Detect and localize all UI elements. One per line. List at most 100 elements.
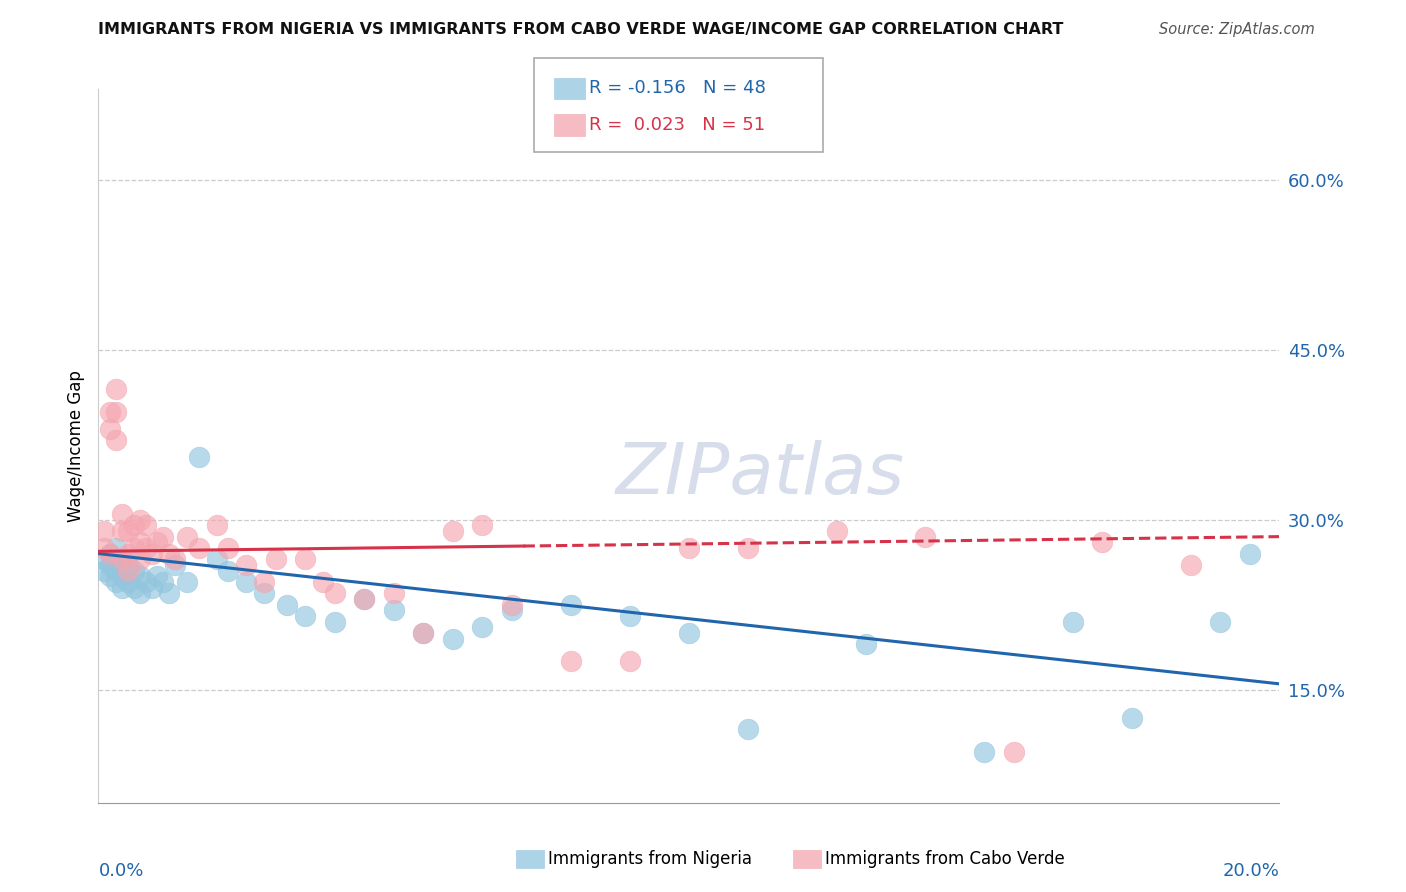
- Point: [105, 383, 128, 397]
- Point: [98, 558, 121, 572]
- Point: [1062, 615, 1084, 629]
- Point: [312, 574, 335, 589]
- Point: [205, 518, 228, 533]
- Point: [1091, 535, 1114, 549]
- Point: [412, 626, 434, 640]
- Point: [141, 547, 163, 561]
- Point: [117, 547, 139, 561]
- Point: [128, 586, 150, 600]
- Point: [157, 586, 180, 600]
- Point: [105, 434, 128, 448]
- Point: [1239, 547, 1261, 561]
- Point: [122, 541, 145, 555]
- Point: [382, 603, 405, 617]
- Point: [111, 569, 134, 583]
- Point: [1121, 711, 1143, 725]
- Point: [1209, 615, 1232, 629]
- Point: [294, 552, 316, 566]
- Point: [98, 569, 121, 583]
- Point: [111, 552, 134, 566]
- Point: [855, 637, 877, 651]
- Point: [117, 564, 139, 578]
- Point: [111, 507, 134, 521]
- Point: [217, 541, 239, 555]
- Point: [105, 541, 128, 555]
- Point: [117, 574, 139, 589]
- Text: Immigrants from Cabo Verde: Immigrants from Cabo Verde: [825, 850, 1066, 868]
- Text: ZIPatlas: ZIPatlas: [616, 440, 904, 509]
- Point: [105, 574, 128, 589]
- Point: [128, 569, 150, 583]
- Point: [187, 541, 209, 555]
- Point: [187, 450, 209, 465]
- Point: [412, 626, 434, 640]
- Point: [560, 598, 582, 612]
- Text: R = -0.156   N = 48: R = -0.156 N = 48: [589, 79, 766, 97]
- Point: [117, 524, 139, 538]
- Point: [353, 591, 375, 606]
- Point: [122, 518, 145, 533]
- Point: [98, 405, 121, 419]
- Point: [825, 524, 848, 538]
- Point: [619, 608, 641, 623]
- Point: [157, 547, 180, 561]
- Point: [93, 524, 115, 538]
- Point: [276, 598, 298, 612]
- Point: [441, 632, 464, 646]
- Point: [152, 530, 174, 544]
- Point: [176, 574, 198, 589]
- Point: [98, 422, 121, 436]
- Text: 20.0%: 20.0%: [1223, 862, 1279, 880]
- Point: [501, 598, 523, 612]
- Point: [217, 564, 239, 578]
- Point: [323, 586, 346, 600]
- Point: [678, 626, 700, 640]
- Point: [93, 564, 115, 578]
- Point: [122, 564, 145, 578]
- Point: [146, 569, 169, 583]
- Point: [1002, 745, 1025, 759]
- Point: [146, 535, 169, 549]
- Point: [253, 574, 276, 589]
- Point: [141, 581, 163, 595]
- Point: [128, 552, 150, 566]
- Point: [111, 552, 134, 566]
- Point: [135, 574, 157, 589]
- Point: [105, 564, 128, 578]
- Point: [93, 552, 115, 566]
- Point: [678, 541, 700, 555]
- Point: [205, 552, 228, 566]
- Point: [122, 581, 145, 595]
- Point: [619, 654, 641, 668]
- Point: [973, 745, 995, 759]
- Point: [111, 581, 134, 595]
- Point: [737, 541, 759, 555]
- Point: [737, 722, 759, 736]
- Point: [93, 541, 115, 555]
- Point: [176, 530, 198, 544]
- Point: [253, 586, 276, 600]
- Point: [135, 541, 157, 555]
- Point: [353, 591, 375, 606]
- Text: Source: ZipAtlas.com: Source: ZipAtlas.com: [1159, 22, 1315, 37]
- Text: R =  0.023   N = 51: R = 0.023 N = 51: [589, 116, 765, 134]
- Point: [128, 535, 150, 549]
- Text: 0.0%: 0.0%: [98, 862, 143, 880]
- Point: [165, 552, 187, 566]
- Point: [128, 513, 150, 527]
- Point: [294, 608, 316, 623]
- Point: [560, 654, 582, 668]
- Point: [264, 552, 287, 566]
- Point: [914, 530, 936, 544]
- Point: [382, 586, 405, 600]
- Point: [1180, 558, 1202, 572]
- Point: [471, 620, 494, 634]
- Point: [135, 518, 157, 533]
- Point: [111, 524, 134, 538]
- Point: [501, 603, 523, 617]
- Point: [98, 547, 121, 561]
- Text: IMMIGRANTS FROM NIGERIA VS IMMIGRANTS FROM CABO VERDE WAGE/INCOME GAP CORRELATIO: IMMIGRANTS FROM NIGERIA VS IMMIGRANTS FR…: [98, 22, 1064, 37]
- Point: [471, 518, 494, 533]
- Point: [235, 558, 257, 572]
- Y-axis label: Wage/Income Gap: Wage/Income Gap: [66, 370, 84, 522]
